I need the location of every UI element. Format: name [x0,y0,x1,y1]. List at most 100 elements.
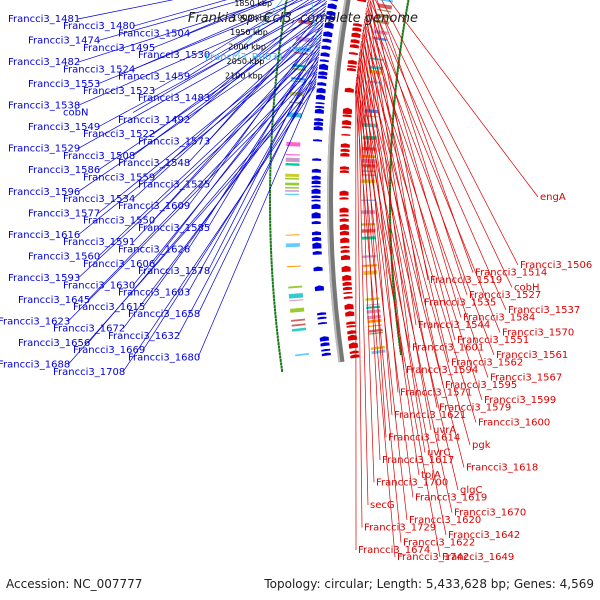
ring-dot [404,14,407,18]
gene-label-reverse: uvrC [427,448,450,459]
ring-dot [272,284,275,288]
ring-dot [390,151,393,155]
gene-category-stripe [365,303,380,306]
ring-dot [271,118,274,122]
kbp-tick-label: 1950 kbp [230,28,268,37]
gene-label-forward: Francci3_1504 [118,28,190,39]
ring-dot [269,217,272,221]
gene-label-reverse: tpiA [421,470,441,481]
gene-arrow [311,203,321,209]
ring-dot [389,209,392,213]
gene-arrow [325,15,335,21]
ring-dot [272,102,275,106]
gene-label-reverse: Francci3_1514 [475,268,547,279]
gene-label-forward: Francci3_1603 [118,288,190,299]
leader-line [207,0,299,56]
ring-dot [389,178,392,182]
ring-dot [396,327,399,331]
gene-label-forward: Francci3_1585 [138,223,210,234]
gene-label-forward: Francci3_1538 [8,100,80,111]
gene-arrow [312,158,322,161]
ring-dot [282,21,285,25]
gene-label-forward: Francci3_1508 [63,151,135,162]
leader-line [187,44,321,250]
leader-line [77,0,174,20]
ring-dot [389,184,392,188]
gene-label-forward: Francci3_1615 [73,302,145,313]
leader-line [97,0,244,41]
ring-dot [269,176,272,180]
leader-line [354,90,396,558]
ring-dot [394,303,397,307]
ring-dot [280,362,283,366]
ring-dot [277,51,280,55]
gene-label-forward: Francci3_1593 [8,273,80,284]
leader-line [152,5,327,135]
gene-category-stripe [285,163,300,166]
ring-dot [390,135,393,139]
leader-line [372,0,429,281]
gene-label-forward: Francci3_1578 [138,266,210,277]
genome-summary: Topology: circular; Length: 5,433,628 bp… [263,577,594,591]
ring-dot [272,105,275,109]
gene-arrow [314,285,325,292]
gene-label-forward: Francci3_1559 [83,172,155,183]
gene-label-forward: Francci3_1459 [118,72,190,83]
gene-label-reverse: Francci3_1595 [445,380,517,391]
gene-label-forward: Francci3_1669 [73,345,145,356]
ring-dot [394,87,397,91]
ring-dot [398,56,401,60]
gene-label-forward: Francci3_1525 [138,180,210,191]
ring-dot [274,311,277,315]
ring-dot [272,108,275,112]
ring-dot [269,213,272,217]
gene-label-reverse: Francci3_1562 [451,358,523,369]
gene-label-reverse: pgk [472,440,491,451]
gene-label-reverse: Francci3_1570 [502,328,574,339]
leader-line [67,68,318,322]
gene-arrow [316,87,326,94]
ring-dot [392,117,395,121]
ring-dot [270,267,273,271]
gene-arrow [342,281,352,286]
gene-label-reverse: Francci3_1670 [454,508,526,519]
reverse-strand-genes [339,0,367,359]
gene-label-forward: Francci3_1534 [63,194,135,205]
kbp-tick-label: 2050 kbp [227,57,265,66]
gene-label-forward: Francci3_1522 [83,129,155,140]
ring-dot [407,0,410,3]
leader-line [381,0,519,266]
leader-line [122,71,318,329]
ring-dot [269,169,272,173]
ring-dot [400,41,403,45]
leader-line [362,32,438,408]
gene-arrow [339,197,349,200]
gene-label-reverse: Francci3_1618 [466,463,538,474]
gene-arrow [339,214,349,217]
ring-dot [398,53,401,57]
leader-line [367,2,417,326]
gene-category-stripe [288,101,304,104]
ring-dot [270,250,273,254]
leader-line [187,0,268,34]
ring-dot [271,122,274,126]
ring-dot [269,149,272,153]
gene-arrow [317,312,327,316]
gene-arrow [323,31,333,38]
ring-dot [280,31,283,35]
leader-line [207,0,322,99]
ring-dot [283,14,286,18]
ring-dot [269,196,272,200]
ring-dot [393,300,396,304]
gene-arrow [347,60,357,65]
gene-arrow [311,188,321,194]
ring-dot [270,135,273,139]
gene-arrow [313,121,324,126]
ring-dot [274,308,277,312]
gene-label-forward: Francci3_1616 [8,230,80,241]
ring-dot [269,166,272,170]
ring-dot [389,218,392,222]
ring-dot [270,139,273,143]
gene-category-stripe [289,307,305,313]
